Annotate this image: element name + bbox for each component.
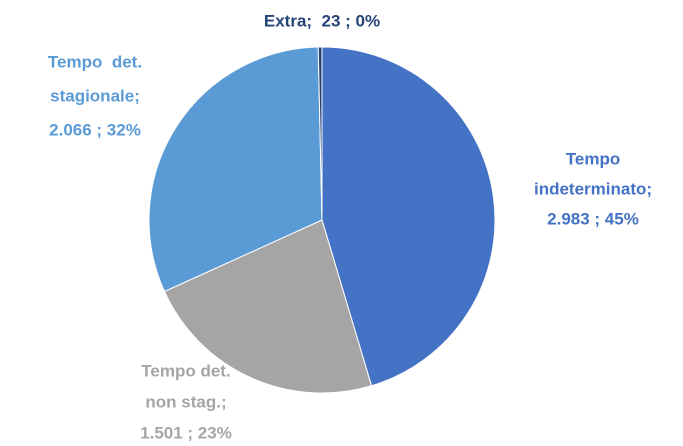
data-label: Tempo — [566, 149, 620, 168]
data-label: Tempo det. — [141, 361, 230, 380]
data-label: non stag.; — [145, 392, 226, 411]
pie-slice — [321, 46, 496, 387]
pie-slice — [163, 219, 373, 394]
pie-slice — [148, 46, 323, 293]
data-label: 2.066 ; 32% — [49, 120, 141, 139]
data-label: Extra; 23 ; 0% — [264, 11, 380, 30]
data-label: indeterminato; — [534, 179, 652, 198]
data-label: stagionale; — [50, 86, 140, 105]
data-label: 1.501 ; 23% — [140, 423, 232, 442]
data-label: Tempo det. — [48, 52, 142, 71]
data-label: 2.983 ; 45% — [547, 209, 639, 228]
pie-slice — [317, 46, 323, 221]
